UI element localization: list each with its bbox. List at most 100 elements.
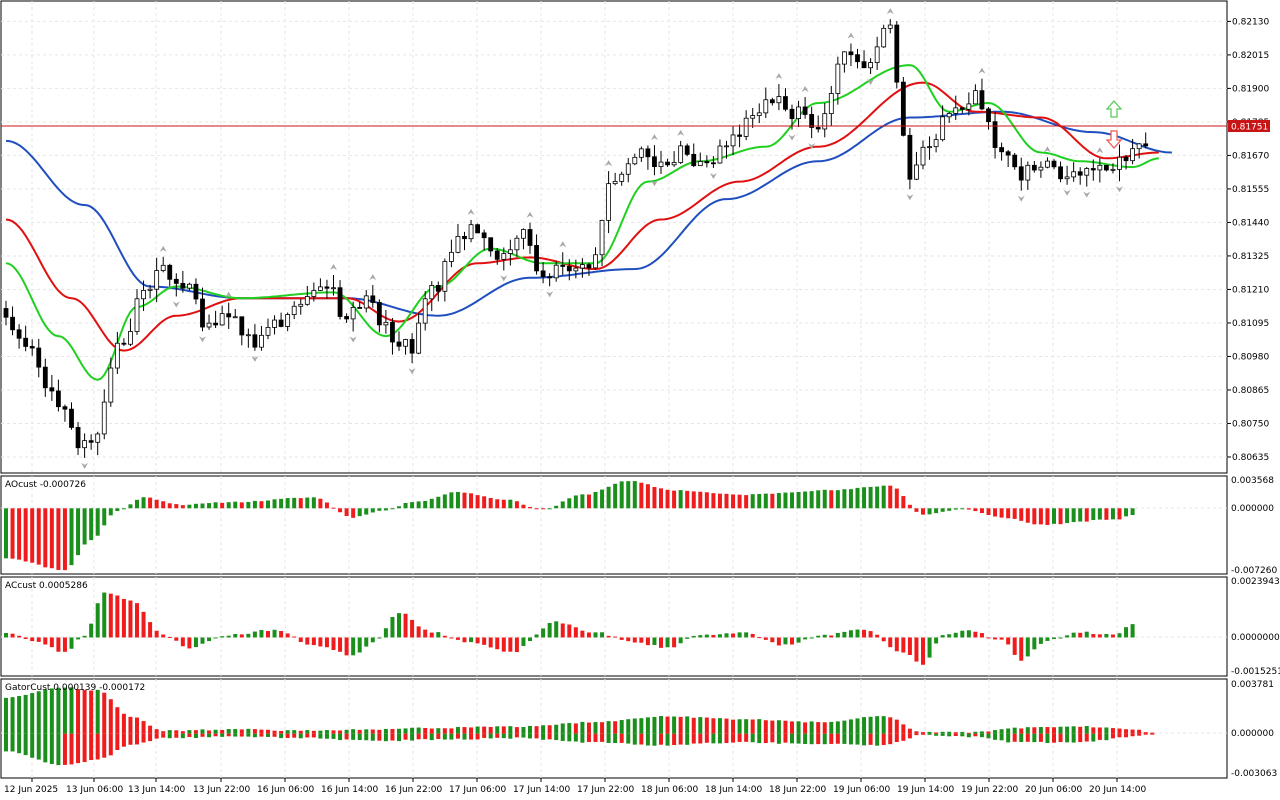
gator-lower-bar: [17, 733, 22, 754]
histogram-bar: [410, 619, 415, 638]
candle: [62, 404, 68, 422]
histogram-bar: [311, 637, 316, 646]
candle-body: [101, 401, 107, 435]
histogram-bar: [790, 637, 794, 645]
histogram-bar: [783, 637, 788, 645]
main-price-axis: 0.821300.820150.819000.817850.816700.815…: [1227, 17, 1269, 463]
histogram-bar: [370, 508, 375, 513]
gator-upper-bar: [960, 731, 965, 734]
candle: [619, 171, 625, 186]
candle: [1130, 139, 1135, 165]
gator-upper-bar: [875, 716, 880, 734]
gator-indicator-panel[interactable]: GatorCust 0.000139 -0.000172 0.003781 0.…: [0, 678, 1277, 779]
histogram-bar: [442, 635, 447, 638]
gator-upper-bar: [475, 726, 480, 734]
time-tick-label: 16 Jun 22:00: [385, 785, 442, 795]
ao-indicator-panel[interactable]: AOcust -0.000726 0.003568 0.000000 -0.00…: [0, 475, 1277, 576]
gator-upper-bar: [174, 730, 179, 734]
histogram-bar: [940, 508, 945, 512]
candle: [193, 278, 199, 305]
candle-body: [684, 145, 690, 155]
histogram-bar: [1130, 624, 1135, 638]
candle: [226, 302, 232, 329]
histogram-bar: [56, 508, 61, 570]
gator-upper-bar: [606, 721, 611, 734]
histogram-bar: [1104, 508, 1109, 520]
fractal-down-icon: [1063, 189, 1071, 196]
histogram-bar: [685, 490, 690, 509]
gator-upper-bar: [102, 692, 107, 734]
gator-lower-bar: [580, 733, 585, 743]
gator-upper-bar: [704, 717, 709, 734]
gator-lower-bar: [652, 733, 657, 746]
gator-lower-bar: [187, 733, 192, 738]
histogram-bar: [999, 637, 1004, 640]
candle-body: [959, 107, 965, 110]
gator-upper-bar: [220, 729, 225, 734]
gator-upper-bar: [357, 729, 362, 734]
gator-upper-bar: [796, 721, 801, 734]
time-axis: 12 Jun 2025 13 Jun 06:00 13 Jun 14:00 13 Ju…: [4, 778, 1146, 795]
fractal-down-icon: [500, 275, 508, 282]
fractal-up-icon: [330, 264, 337, 271]
gator-lower-bar: [331, 733, 336, 739]
gator-upper-bar: [1137, 729, 1142, 734]
histogram-bar: [279, 630, 284, 638]
gator-lower-bar: [999, 733, 1004, 741]
gator-lower-bar: [960, 733, 965, 737]
histogram-bar: [193, 503, 198, 509]
histogram-bar: [744, 632, 749, 638]
histogram-bar: [809, 637, 814, 639]
histogram-bar: [1065, 508, 1070, 523]
histogram-bar: [1071, 508, 1076, 523]
candle-body: [1071, 171, 1077, 178]
candle-body: [750, 115, 756, 119]
gator-lower-bar: [469, 733, 474, 740]
main-grid: [1, 1, 1227, 473]
histogram-bar: [390, 508, 395, 510]
candle-body: [363, 295, 369, 309]
histogram-bar: [645, 637, 650, 646]
gator-upper-bar: [167, 730, 172, 734]
candle: [868, 58, 873, 74]
gator-lower-bar: [1097, 733, 1102, 740]
histogram-bar: [704, 492, 709, 509]
gator-upper-bar: [442, 728, 447, 734]
candle: [645, 145, 651, 170]
gator-lower-bar: [200, 733, 205, 737]
candle-body: [245, 334, 251, 337]
gator-lower-bar: [816, 733, 821, 745]
histogram-bar: [220, 502, 225, 509]
candle-body: [1064, 176, 1070, 180]
gator-upper-bar: [816, 722, 821, 734]
candle: [1071, 162, 1077, 182]
histogram-bar: [495, 637, 500, 650]
histogram-bar: [659, 488, 663, 509]
ac-indicator-panel[interactable]: ACcust 0.0005286 0.0023943 0.0000000 -0.…: [0, 576, 1280, 677]
gator-lower-bar: [770, 733, 775, 743]
candle-body: [409, 339, 415, 354]
histogram-bar: [567, 498, 572, 509]
histogram-bar: [547, 508, 552, 510]
histogram-bar: [901, 637, 906, 653]
histogram-bar: [1097, 634, 1102, 638]
fractal-up-icon: [677, 129, 685, 136]
gator-lower-bar: [966, 733, 971, 738]
gator-lower-bar: [1150, 733, 1155, 735]
gator-upper-bar: [901, 724, 906, 734]
main-price-panel[interactable]: 0.821300.820150.819000.817850.816700.815…: [0, 0, 1270, 474]
gator-lower-bar: [659, 733, 663, 745]
gator-lower-bar: [1019, 733, 1024, 743]
gator-lower-bar: [528, 733, 532, 739]
histogram-bar: [266, 631, 270, 638]
gator-lower-bar: [390, 733, 395, 741]
fractal-down-icon: [1017, 195, 1025, 202]
candle: [291, 301, 297, 320]
candle-body: [383, 321, 389, 326]
candle-body: [697, 161, 703, 167]
candle-body: [1025, 164, 1031, 181]
candle: [606, 171, 611, 234]
gator-lower-bar: [842, 733, 847, 744]
candle-body: [540, 270, 546, 278]
